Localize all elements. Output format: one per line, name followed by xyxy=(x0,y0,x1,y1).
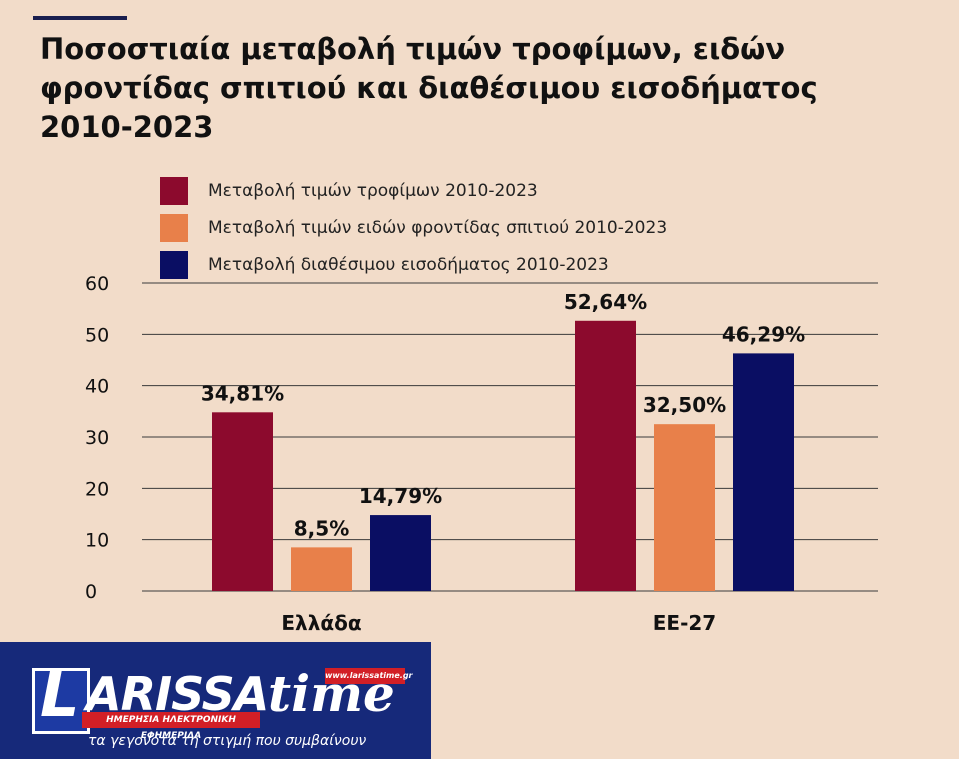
logo-tagline: τα γεγονότα τη στιγμή που συμβαίνουν xyxy=(88,733,367,749)
bar xyxy=(370,515,431,591)
data-label: 32,50% xyxy=(643,393,726,417)
y-tick-label: 60 xyxy=(85,273,109,295)
y-tick-label: 30 xyxy=(85,427,109,449)
legend-swatch-income xyxy=(160,250,188,279)
legend: Μεταβολή τιμών τροφίμων 2010-2023 Μεταβο… xyxy=(160,172,667,283)
bar xyxy=(212,412,273,591)
logo-letter: L xyxy=(40,658,80,731)
logo-url: www.larissatime.gr xyxy=(325,668,413,684)
data-label: 52,64% xyxy=(564,290,647,314)
x-category-label: ΕΕ-27 xyxy=(653,611,716,635)
legend-label-income: Μεταβολή διαθέσιμου εισοδήματος 2010-202… xyxy=(208,254,609,275)
legend-label-food: Μεταβολή τιμών τροφίμων 2010-2023 xyxy=(208,180,538,201)
bar xyxy=(733,353,794,591)
logo-subtitle: ΗΜΕΡΗΣΙΑ ΗΛΕΚΤΡΟΝΙΚΗ ΕΦΗΜΕΡΙΔΑ xyxy=(82,712,260,741)
legend-label-household: Μεταβολή τιμών ειδών φροντίδας σπιτιού 2… xyxy=(208,217,668,238)
top-rule xyxy=(33,16,127,20)
data-label: 8,5% xyxy=(294,516,349,540)
legend-item-household: Μεταβολή τιμών ειδών φροντίδας σπιτιού 2… xyxy=(160,209,667,246)
data-label: 14,79% xyxy=(359,484,442,508)
larissatime-logo: L ARISSA time www.larissatime.gr ΗΜΕΡΗΣΙ… xyxy=(0,642,431,759)
logo-letter-box xyxy=(32,668,90,734)
y-tick-label: 40 xyxy=(85,376,109,398)
data-label: 46,29% xyxy=(722,322,805,346)
legend-swatch-household xyxy=(160,213,188,242)
legend-item-income: Μεταβολή διαθέσιμου εισοδήματος 2010-202… xyxy=(160,246,667,283)
bar-chart: 0 10 20 30 40 50 60 34,81% 52,64% 8,5% 32,50% 14,79… xyxy=(85,273,878,635)
bar xyxy=(575,320,636,591)
y-tick-label: 0 xyxy=(85,581,97,603)
y-tick-label: 50 xyxy=(85,324,109,346)
y-tick-label: 20 xyxy=(85,478,109,500)
chart-title: Ποσοστιαία μεταβολή τιμών τροφίμων, ειδώ… xyxy=(40,32,818,144)
bar xyxy=(291,547,352,591)
legend-item-food: Μεταβολή τιμών τροφίμων 2010-2023 xyxy=(160,172,667,209)
x-category-label: Ελλάδα xyxy=(281,611,361,635)
bar xyxy=(654,424,715,591)
data-label: 34,81% xyxy=(201,381,284,405)
legend-swatch-food xyxy=(160,176,188,205)
y-tick-label: 10 xyxy=(85,530,109,552)
